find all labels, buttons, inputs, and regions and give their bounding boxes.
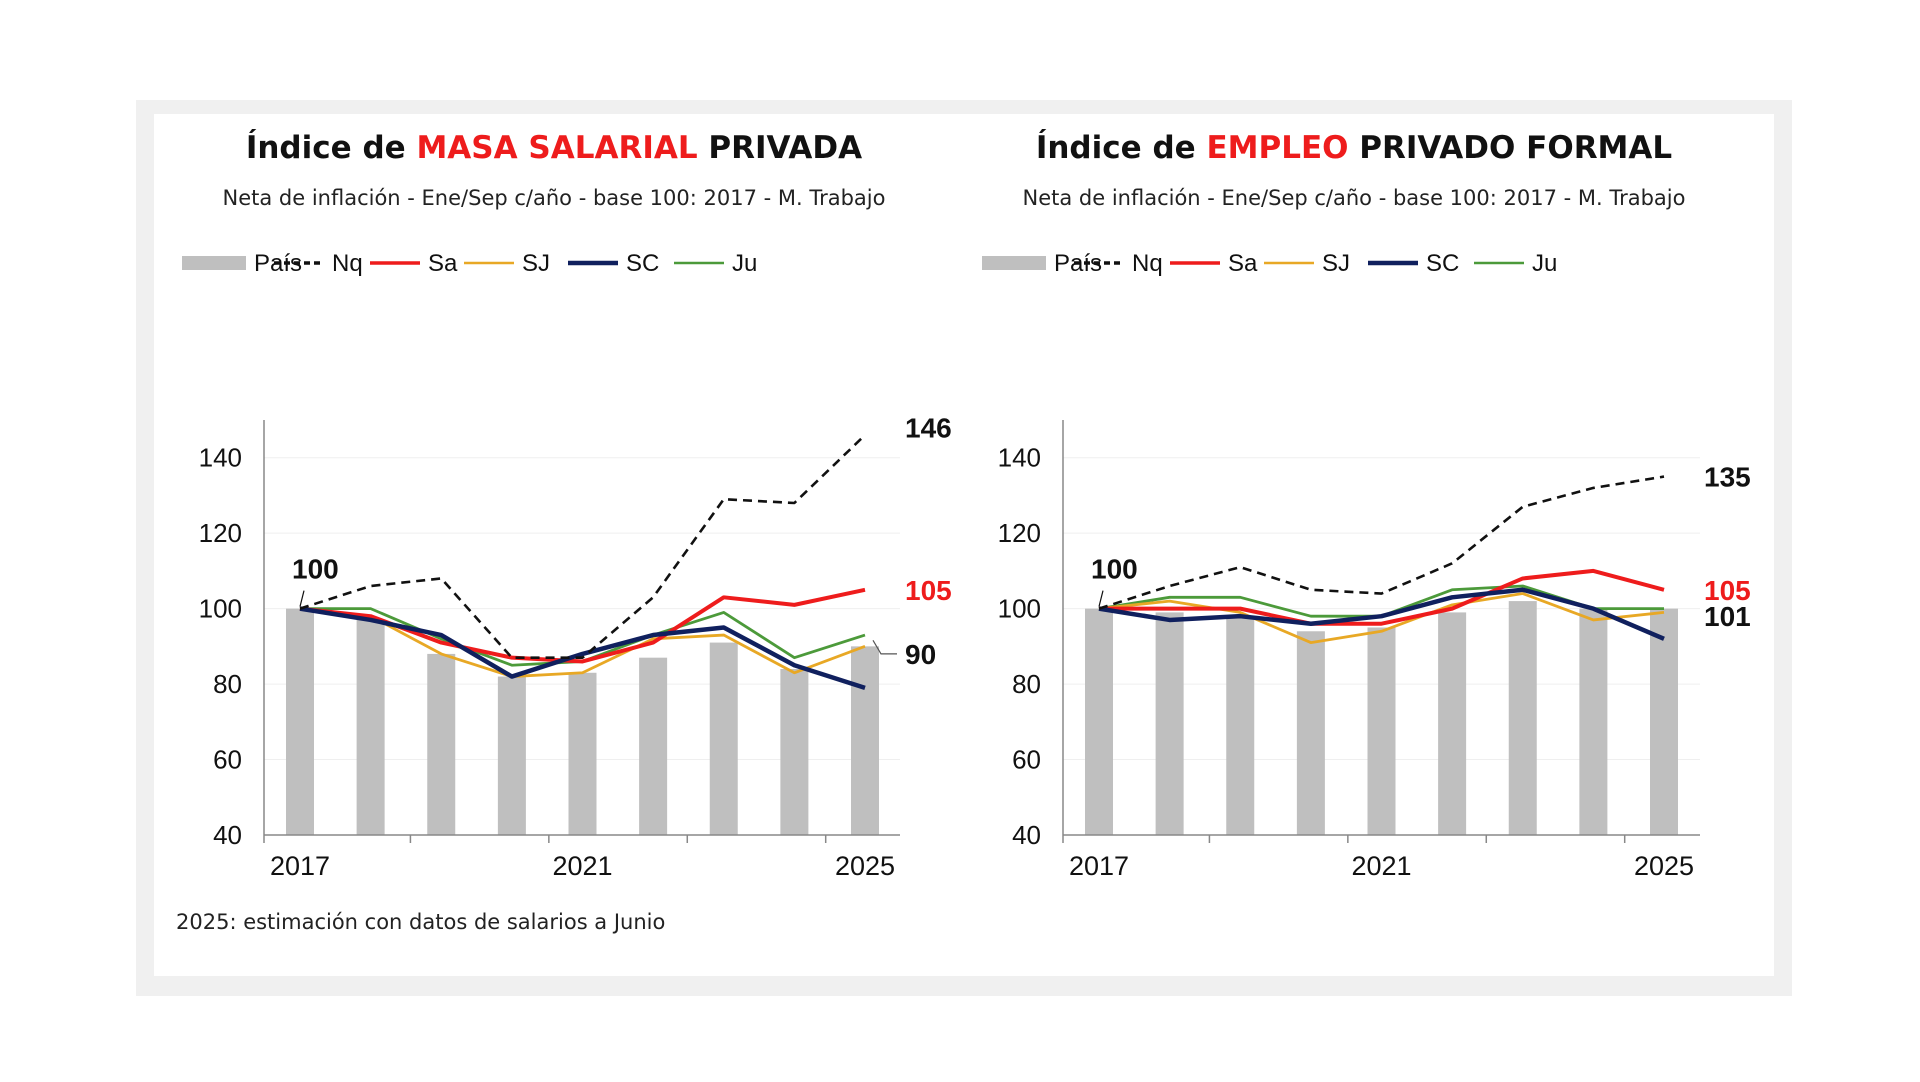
bar-pais-2018: [1155, 612, 1184, 835]
y-tick-label: 140: [199, 443, 242, 473]
bar-pais-2017: [1085, 608, 1113, 835]
chart-subtitle: Neta de inflación - Ene/Sep c/año - base…: [1022, 186, 1686, 210]
bar-pais-2022: [639, 657, 668, 835]
chart-masa-salarial: Índice de MASA SALARIAL PRIVADA Neta de …: [154, 114, 954, 976]
line-series-ju: [1098, 584, 1664, 618]
bar-pais-2019: [1226, 616, 1255, 835]
data-label: 105: [1704, 575, 1751, 606]
data-label: 105: [905, 575, 952, 606]
data-label: 135: [1704, 462, 1751, 493]
legend-label: SC: [626, 250, 659, 277]
bar-pais-2021: [568, 672, 597, 835]
data-label: 90: [905, 639, 936, 670]
y-tick-label: 140: [998, 443, 1041, 473]
bar-pais-2023: [1508, 601, 1537, 835]
annotation-leader: [872, 640, 897, 655]
y-tick-label: 60: [1012, 745, 1041, 775]
line-series-sa: [1099, 568, 1665, 626]
y-tick-label: 80: [1012, 669, 1041, 699]
y-tick-label: 40: [213, 820, 242, 850]
x-tick-label: 2017: [270, 851, 330, 881]
y-tick-label: 120: [199, 518, 242, 548]
chart-subtitle: Neta de inflación - Ene/Sep c/año - base…: [222, 186, 886, 210]
title-part: Índice de: [245, 130, 417, 166]
title-part: PRIVADA: [697, 130, 863, 166]
legend-label: Ju: [732, 250, 757, 277]
x-tick-label: 2025: [1634, 851, 1694, 881]
title-highlight: MASA SALARIAL: [416, 130, 698, 166]
legend-label: SJ: [522, 250, 550, 277]
line-series-nq: [299, 434, 866, 659]
bar-pais-2024: [780, 669, 809, 835]
chart-title: Índice de EMPLEO PRIVADO FORMAL: [954, 130, 1754, 166]
data-label: 101: [1704, 601, 1751, 632]
title-highlight: EMPLEO: [1206, 130, 1349, 166]
chart-empleo-privado: Índice de EMPLEO PRIVADO FORMAL Neta de …: [954, 114, 1754, 976]
legend-swatch-pais: [982, 256, 1046, 270]
line-series-sj: [299, 607, 866, 678]
bar-pais-2021: [1367, 627, 1396, 835]
annotation-leader: [299, 590, 305, 607]
bar-pais-2018: [356, 619, 385, 835]
bar-pais-2025: [1650, 608, 1678, 835]
y-tick-label: 60: [213, 745, 242, 775]
bar-pais-2017: [286, 608, 314, 835]
legend-label: SJ: [1322, 250, 1350, 277]
bar-pais-2023: [709, 642, 738, 835]
bar-pais-2020: [497, 676, 526, 835]
x-tick-label: 2017: [1069, 851, 1129, 881]
chart-title: Índice de MASA SALARIAL PRIVADA: [154, 130, 954, 166]
bar-pais-2022: [1438, 612, 1467, 835]
bar-pais-2025: [851, 646, 879, 835]
line-series-sc: [299, 606, 866, 691]
line-series-sj: [1098, 592, 1665, 644]
legend-swatch-pais: [182, 256, 246, 270]
bar-pais-2024: [1579, 608, 1608, 835]
line-series-nq: [1098, 475, 1665, 610]
legend-label: SC: [1426, 250, 1459, 277]
data-label: 100: [1091, 554, 1138, 585]
title-part: Índice de: [1035, 130, 1207, 166]
title-part: PRIVADO FORMAL: [1348, 130, 1673, 166]
bar-pais-2020: [1296, 631, 1325, 835]
legend-label: Ju: [1532, 250, 1557, 277]
legend-label: Nq: [332, 250, 363, 277]
data-label: 146: [905, 413, 952, 444]
line-series-sc: [1098, 587, 1665, 641]
x-tick-label: 2025: [835, 851, 895, 881]
data-label: 100: [292, 554, 339, 585]
legend-label: Nq: [1132, 250, 1163, 277]
annotation-leader: [1098, 590, 1104, 607]
y-tick-label: 80: [213, 669, 242, 699]
legend-label: Sa: [428, 250, 458, 277]
legend-label: Sa: [1228, 250, 1258, 277]
bar-pais-2019: [427, 653, 456, 835]
x-tick-label: 2021: [1351, 851, 1411, 881]
line-series-sa: [299, 587, 866, 664]
y-tick-label: 100: [998, 594, 1041, 624]
figure-card: Índice de MASA SALARIAL PRIVADA Neta de …: [154, 114, 1774, 976]
x-tick-label: 2021: [552, 851, 612, 881]
y-tick-label: 120: [998, 518, 1041, 548]
y-tick-label: 100: [199, 594, 242, 624]
y-tick-label: 40: [1012, 820, 1041, 850]
footnote: 2025: estimación con datos de salarios a…: [176, 910, 666, 934]
